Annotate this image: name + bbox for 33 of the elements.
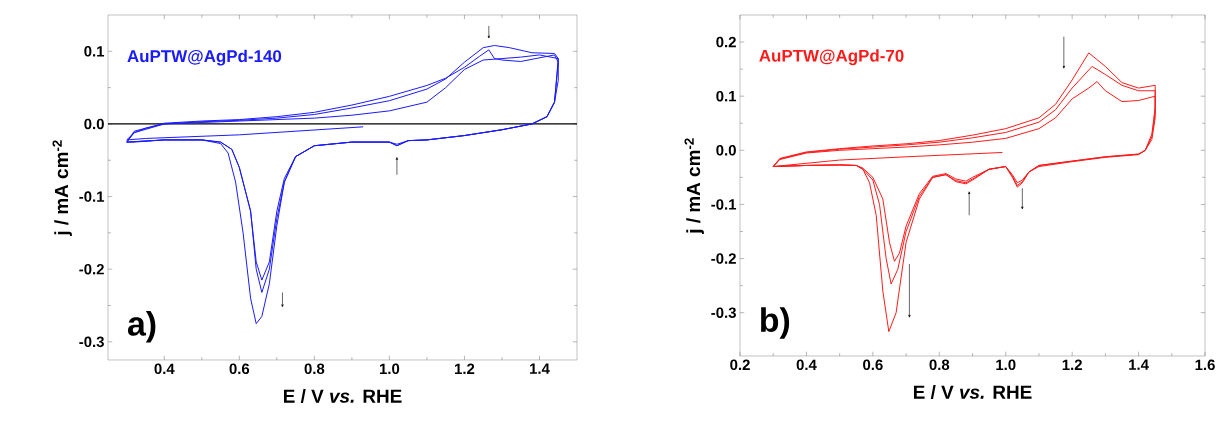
x-tick-label: 0.4	[796, 359, 817, 371]
x-tick-label: 1.4	[1129, 359, 1149, 370]
x-tick-label: 0.6	[229, 363, 250, 375]
x-tick-label: 0.8	[304, 363, 325, 375]
y-tick-label: 0.0	[84, 118, 104, 130]
annotation: AuPTW@AgPd-70	[759, 49, 904, 66]
x-axis-title: E / V vs. RHE	[913, 384, 1032, 400]
x-tick-label: 1.0	[996, 359, 1016, 371]
annotation: a)	[127, 310, 156, 343]
x-tick-label: 1.2	[455, 363, 475, 374]
y-tick-label: -0.1	[79, 191, 105, 202]
y-tick-label: -0.1	[711, 199, 737, 210]
y-tick-label: -0.2	[711, 253, 736, 264]
x-tick-label: 0.6	[863, 359, 883, 371]
y-tick-label: -0.3	[711, 307, 736, 318]
x-tick-label: 0.2	[730, 359, 750, 371]
x-tick-label: 0.8	[929, 359, 950, 371]
y-tick-label: 0.2	[716, 36, 736, 48]
y-tick-label: 0.0	[716, 145, 736, 156]
annotation: b)	[761, 307, 790, 339]
y-tick-label: -0.3	[79, 336, 104, 348]
y-axis-title: j / mA cm$^{-2}$	[684, 138, 704, 234]
x-tick-label: 0.4	[154, 363, 175, 375]
y-axis-title: j / mA cm$^{-2}$	[52, 140, 72, 236]
annotation: AuPTW@AgPd-140	[127, 49, 282, 66]
y-tick-label: 0.1	[716, 90, 737, 102]
y-tick-label: -0.2	[79, 263, 104, 275]
x-tick-label: 1.6	[1195, 359, 1215, 371]
x-tick-label: 1.4	[530, 363, 550, 374]
x-tick-label: 1.0	[379, 363, 400, 375]
x-tick-label: 1.2	[1062, 359, 1082, 370]
y-tick-label: 0.1	[84, 46, 105, 57]
x-axis-title: E / V vs. RHE	[283, 388, 402, 404]
